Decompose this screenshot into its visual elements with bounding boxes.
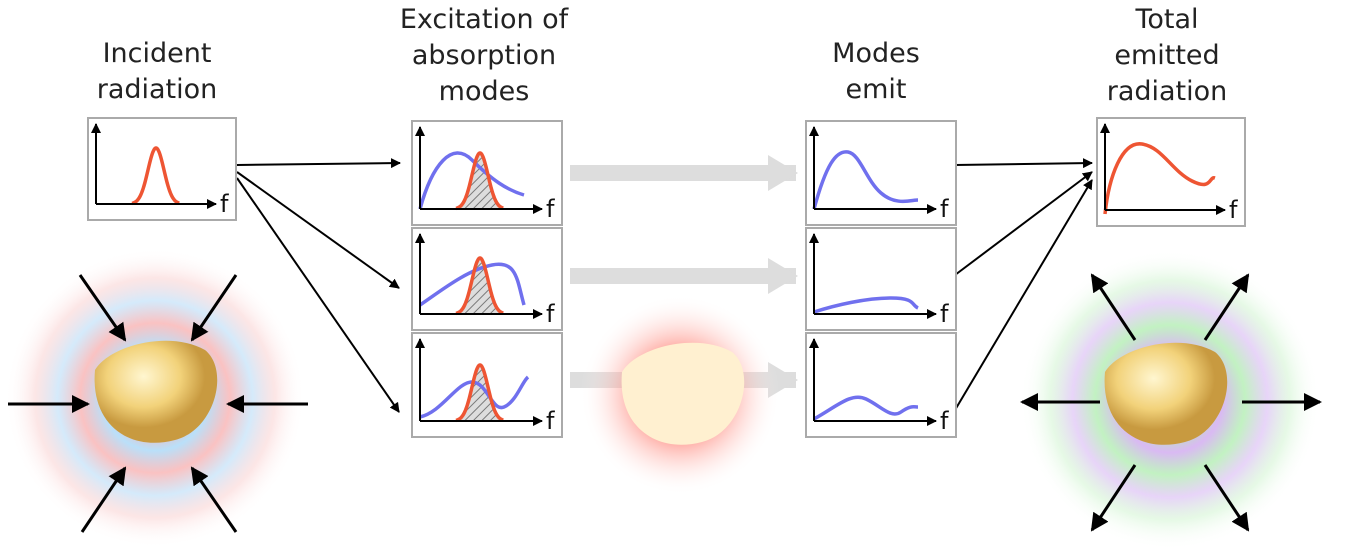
plot-panel: f <box>87 117 237 221</box>
spectrum-curve <box>812 150 919 210</box>
excited-particle <box>580 295 780 495</box>
plot-panel: f <box>411 120 563 226</box>
plot-panel: f <box>805 227 957 331</box>
column-title: Incident <box>103 38 212 69</box>
spectrum-curve <box>1103 142 1216 215</box>
spectrum-curve <box>418 151 525 210</box>
column-title: radiation <box>97 74 218 105</box>
plot-panel: f <box>411 227 563 331</box>
column-title: emitted <box>1114 40 1219 71</box>
spectrum-curve <box>419 375 530 419</box>
column-title: modes <box>439 76 530 107</box>
plot-panel: f <box>411 332 563 438</box>
column-title: Modes <box>832 38 920 69</box>
spectrum-curve <box>813 395 919 421</box>
plot-panel: f <box>1096 117 1246 227</box>
axis-label: f <box>546 407 555 435</box>
axis-label: f <box>940 407 949 435</box>
column-title: radiation <box>1107 76 1228 107</box>
spectrum-curve <box>455 363 504 423</box>
axis-label: f <box>940 300 949 328</box>
spectrum-curve <box>131 146 180 206</box>
column-title: Total <box>1134 4 1198 35</box>
axis-label: f <box>220 190 229 218</box>
column-title: Excitation of <box>400 4 570 35</box>
plot-panel: f <box>805 120 957 226</box>
column-title: absorption <box>412 40 556 71</box>
spectrum-curve <box>419 262 526 307</box>
spectrum-curve <box>813 296 919 314</box>
spectrum-curve <box>455 151 504 211</box>
axis-label: f <box>546 300 555 328</box>
incident-particle <box>5 248 308 548</box>
connectors <box>236 158 1093 413</box>
axis-label: f <box>1229 196 1238 224</box>
column-title: emit <box>845 74 906 105</box>
axis-label: f <box>546 195 555 223</box>
spectrum-curve <box>455 256 504 316</box>
plot-panel: f <box>805 332 957 438</box>
layout <box>5 155 1322 550</box>
emitting-particle <box>1020 250 1322 550</box>
axis-label: f <box>940 195 949 223</box>
